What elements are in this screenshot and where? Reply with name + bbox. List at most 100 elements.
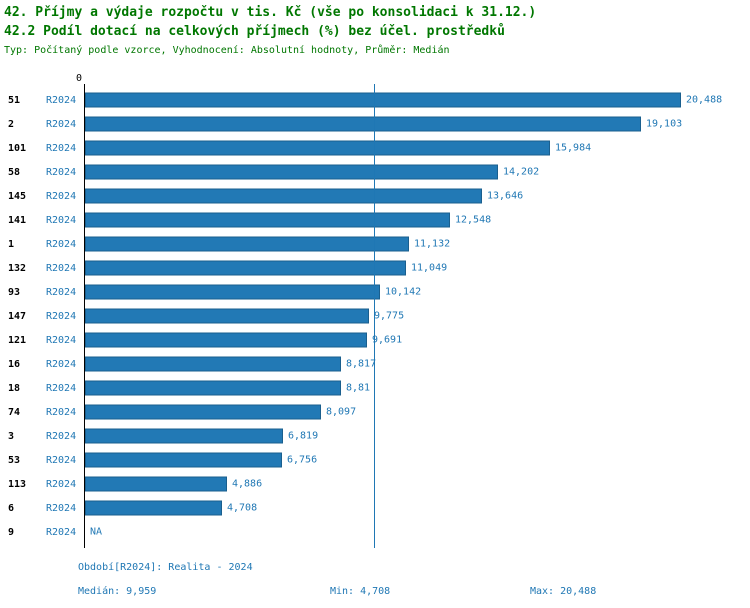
row-period-label: R2024 <box>46 334 77 346</box>
bar-zone: 11,049 <box>84 256 750 280</box>
bar-value-label: 14,202 <box>503 166 540 178</box>
bar-value-label: 4,886 <box>232 478 263 490</box>
bar-value-label: 9,775 <box>374 310 405 322</box>
row-id-label: 101 <box>8 142 27 154</box>
bar <box>85 308 369 324</box>
row-period-label: R2024 <box>46 142 77 154</box>
bar-value-label: 11,132 <box>414 238 451 250</box>
bar-value-label: 8,097 <box>326 406 357 418</box>
chart-row: 147 R2024 9,775 <box>0 304 750 328</box>
bar-value-label: 19,103 <box>646 118 683 130</box>
footer-median-label: Medián: 9,959 <box>78 586 157 597</box>
row-period-label: R2024 <box>46 94 77 106</box>
row-period-label: R2024 <box>46 190 77 202</box>
bar-zone: 11,132 <box>84 232 750 256</box>
bar-value-label: 8,817 <box>346 358 377 370</box>
row-id-label: 121 <box>8 334 27 346</box>
bar-zone: 8,81 <box>84 376 750 400</box>
row-period-label: R2024 <box>46 358 77 370</box>
row-id-label: 113 <box>8 478 27 490</box>
bar-value-label: NA <box>90 526 103 538</box>
row-id-label: 1 <box>8 238 15 250</box>
row-id-label: 9 <box>8 526 15 538</box>
bar-value-label: 4,708 <box>227 502 258 514</box>
bar-value-label: 8,81 <box>346 382 371 394</box>
bar-zone: 9,775 <box>84 304 750 328</box>
bar-zone: NA <box>84 520 750 544</box>
row-id-label: 147 <box>8 310 27 322</box>
bar-zone: 19,103 <box>84 112 750 136</box>
row-id-label: 16 <box>8 358 21 370</box>
row-id-label: 141 <box>8 214 27 226</box>
bar <box>85 404 321 420</box>
bar-zone: 6,819 <box>84 424 750 448</box>
bar-zone: 4,708 <box>84 496 750 520</box>
row-period-label: R2024 <box>46 286 77 298</box>
row-period-label: R2024 <box>46 478 77 490</box>
bar <box>85 236 409 252</box>
y-axis-line <box>84 84 85 548</box>
bar-zone: 6,756 <box>84 448 750 472</box>
chart-subtitle: Typ: Počítaný podle vzorce, Vyhodnocení:… <box>4 45 450 56</box>
bar <box>85 428 283 444</box>
row-period-label: R2024 <box>46 382 77 394</box>
zero-tick-label: 0 <box>75 73 82 84</box>
footer-period-label: Období[R2024]: Realita - 2024 <box>78 562 253 573</box>
chart-header: 42. Příjmy a výdaje rozpočtu v tis. Kč (… <box>0 0 750 58</box>
chart-row: 132 R2024 11,049 <box>0 256 750 280</box>
bar-zone: 9,691 <box>84 328 750 352</box>
footer-min-label: Min: 4,708 <box>330 586 391 597</box>
chart-row: 145 R2024 13,646 <box>0 184 750 208</box>
bar-zone: 10,142 <box>84 280 750 304</box>
bar <box>85 140 550 156</box>
chart-row: 101 R2024 15,984 <box>0 136 750 160</box>
chart-row: 3 R2024 6,819 <box>0 424 750 448</box>
chart-row: 51 R2024 20,488 <box>0 88 750 112</box>
row-period-label: R2024 <box>46 118 77 130</box>
bar-chart: 0 51 R2024 20,488 2 R2024 19,103 101 R2024 15,98… <box>0 73 750 548</box>
bar-value-label: 9,691 <box>372 334 403 346</box>
row-period-label: R2024 <box>46 430 77 442</box>
chart-row: 58 R2024 14,202 <box>0 160 750 184</box>
median-line <box>374 84 375 548</box>
chart-row: 6 R2024 4,708 <box>0 496 750 520</box>
row-id-label: 3 <box>8 430 15 442</box>
chart-row: 141 R2024 12,548 <box>0 208 750 232</box>
bar-value-label: 15,984 <box>555 142 592 154</box>
chart-rows: 51 R2024 20,488 2 R2024 19,103 101 R2024 15,984 5… <box>0 88 750 544</box>
bar <box>85 500 222 516</box>
footer-max-label: Max: 20,488 <box>530 586 597 597</box>
bar-zone: 20,488 <box>84 88 750 112</box>
row-id-label: 93 <box>8 286 21 298</box>
chart-row: 18 R2024 8,81 <box>0 376 750 400</box>
bar <box>85 332 367 348</box>
bar-zone: 8,817 <box>84 352 750 376</box>
bar-zone: 4,886 <box>84 472 750 496</box>
row-period-label: R2024 <box>46 454 77 466</box>
chart-row: 53 R2024 6,756 <box>0 448 750 472</box>
bar <box>85 164 498 180</box>
row-id-label: 145 <box>8 190 27 202</box>
chart-row: 121 R2024 9,691 <box>0 328 750 352</box>
row-id-label: 51 <box>8 94 21 106</box>
row-id-label: 18 <box>8 382 21 394</box>
bar <box>85 92 681 108</box>
bar <box>85 284 380 300</box>
chart-row: 93 R2024 10,142 <box>0 280 750 304</box>
row-id-label: 53 <box>8 454 21 466</box>
chart-footer: Období[R2024]: Realita - 2024 Medián: 9,… <box>0 556 750 606</box>
row-period-label: R2024 <box>46 238 77 250</box>
row-id-label: 132 <box>8 262 27 274</box>
bar <box>85 188 482 204</box>
bar-value-label: 10,142 <box>385 286 422 298</box>
bar <box>85 260 406 276</box>
bar-value-label: 20,488 <box>686 94 723 106</box>
row-period-label: R2024 <box>46 406 77 418</box>
bar-zone: 8,097 <box>84 400 750 424</box>
row-period-label: R2024 <box>46 262 77 274</box>
bar-zone: 14,202 <box>84 160 750 184</box>
bar-zone: 15,984 <box>84 136 750 160</box>
page-title-line1: 42. Příjmy a výdaje rozpočtu v tis. Kč (… <box>4 5 537 20</box>
chart-row: 1 R2024 11,132 <box>0 232 750 256</box>
chart-row: 9 R2024 NA <box>0 520 750 544</box>
